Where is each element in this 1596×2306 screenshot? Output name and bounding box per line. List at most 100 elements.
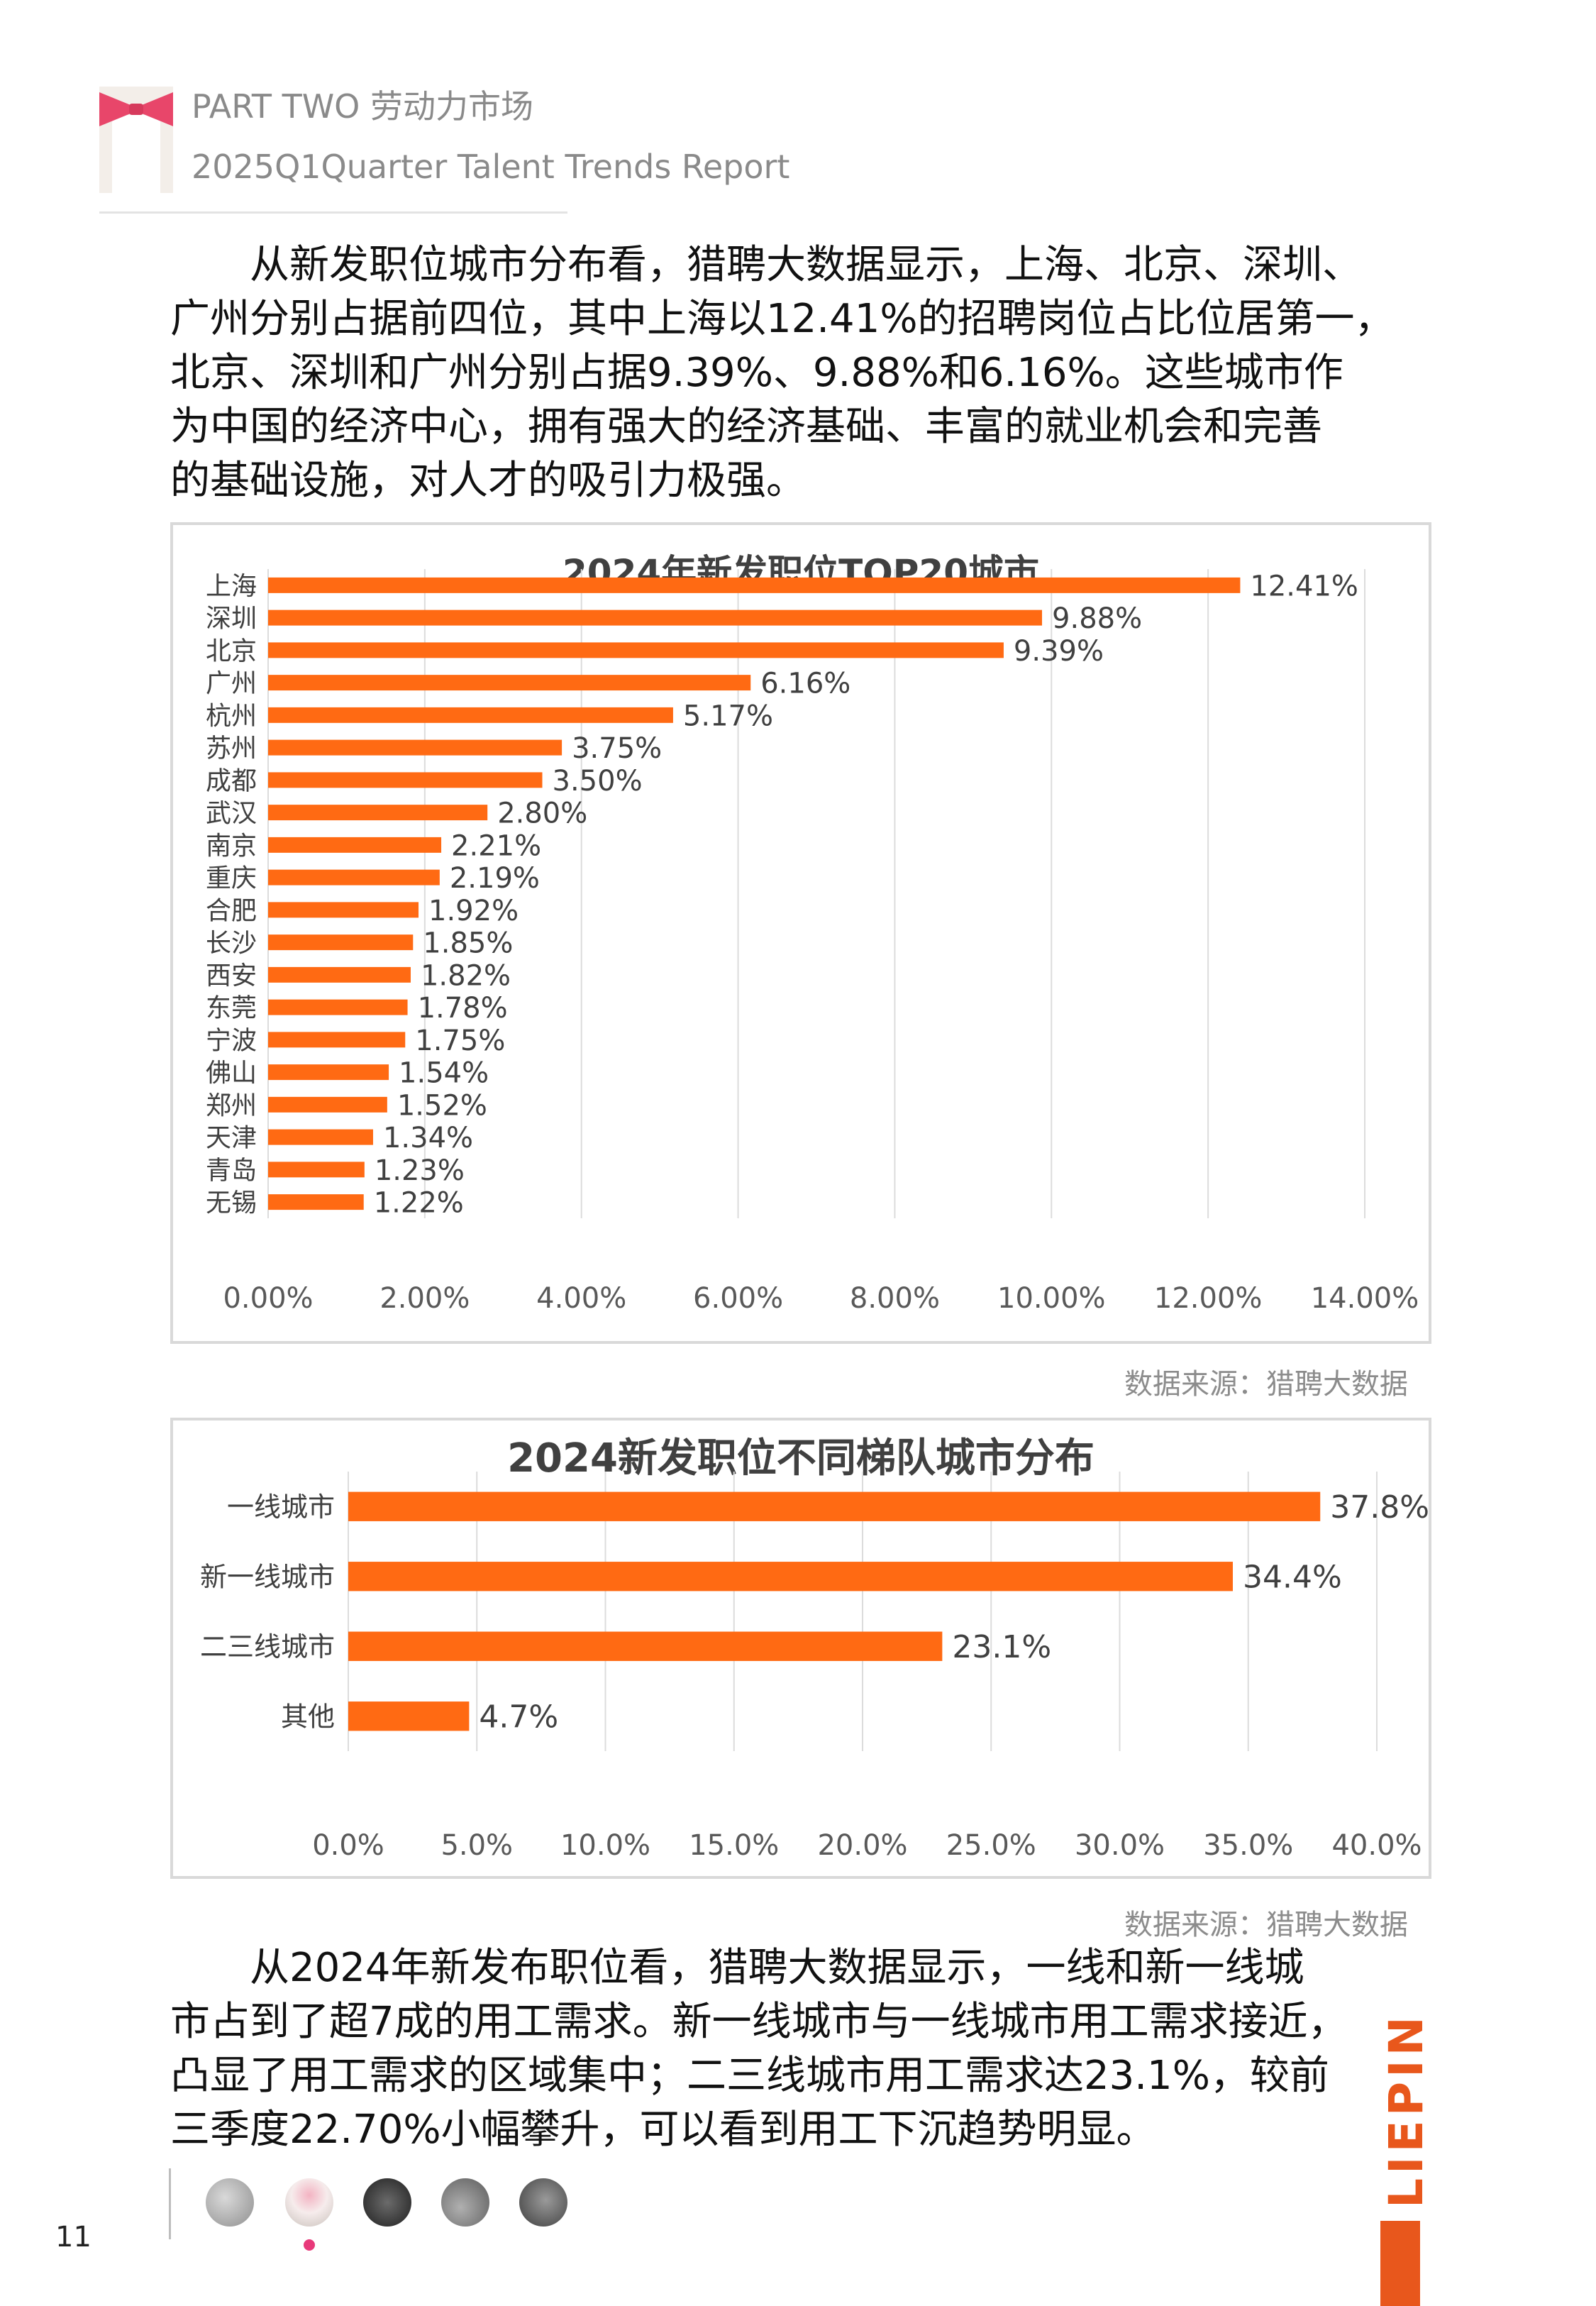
nav-thumb-3-icon[interactable] [363,2178,411,2227]
value-label: 9.39% [1014,635,1104,668]
category-label: 东莞 [206,994,257,1023]
value-label: 12.41% [1250,570,1358,602]
x-tick-label: 40.0% [1331,1829,1422,1862]
value-label: 1.78% [418,992,508,1025]
outro-paragraph: 从2024年新发布职位看，猎聘大数据显示，一线和新一线城 市占到了超7成的用工需… [170,1941,1433,2157]
intro-paragraph: 从新发职位城市分布看，猎聘大数据显示，上海、北京、深圳、 广州分别占据前四位，其… [170,238,1433,508]
bar [348,1562,1233,1591]
category-label: 苏州 [206,734,257,763]
bar [268,675,751,691]
category-label: 青岛 [206,1156,257,1185]
header-divider [99,211,567,214]
nav-thumb-2-icon[interactable] [285,2178,333,2227]
value-label: 4.7% [479,1699,558,1736]
category-label: 无锡 [206,1188,257,1218]
nav-thumb-4-icon[interactable] [441,2178,489,2227]
bar [268,739,563,756]
chart2-source: 数据来源：猎聘大数据 [1124,1909,1408,1941]
value-label: 3.75% [572,732,662,765]
outro-line: 三季度22.70%小幅攀升，可以看到用工下沉趋势明显。 [170,2107,1156,2153]
chart-top20-cities: 2024年新发职位TOP20城市 0.00% 2.00% 4.00% 6.00% 8.00… [170,522,1431,1344]
bar [348,1701,470,1731]
bar [268,999,408,1015]
value-label: 2.80% [497,798,587,830]
outro-line: 从2024年新发布职位看，猎聘大数据显示，一线和新一线城 [250,1945,1304,1991]
x-tick-label: 15.0% [689,1829,779,1862]
nav-thumb-1-icon[interactable] [206,2178,254,2227]
category-label: 天津 [206,1124,257,1153]
x-tick-label: 4.00% [536,1282,626,1315]
nav-active-indicator [304,2239,315,2251]
bar [268,902,419,918]
value-label: 5.17% [683,700,773,732]
intro-line: 从新发职位城市分布看，猎聘大数据显示，上海、北京、深圳、 [250,242,1362,288]
bar [268,1096,387,1113]
brand-bar [1380,2221,1420,2306]
bar [268,869,440,886]
value-label: 9.88% [1052,602,1142,635]
category-label: 其他 [281,1701,335,1732]
x-tick-label: 8.00% [850,1282,940,1315]
bar [268,837,442,853]
intro-line: 北京、深圳和广州分别占据9.39%、9.88%和6.16%。这些城市作 [170,350,1343,396]
value-label: 1.34% [383,1122,473,1154]
bar [348,1631,943,1661]
x-tick-label: 35.0% [1203,1829,1293,1862]
category-label: 深圳 [206,605,257,634]
x-tick-label: 10.00% [997,1282,1106,1315]
bar [268,609,1043,626]
value-label: 1.82% [421,959,511,992]
bar [268,934,414,951]
value-label: 2.19% [450,862,540,895]
bar [348,1491,1321,1521]
chart-city-tier-svg: 2024新发职位不同梯队城市分布 0.0% 5.0% 10.0% 15.0% 20.0% 2… [200,1435,1429,1862]
chart-city-tier: 2024新发职位不同梯队城市分布 0.0% 5.0% 10.0% 15.0% 20.0% 2… [170,1418,1431,1879]
intro-line: 的基础设施，对人才的吸引力极强。 [170,458,806,504]
intro-line: 为中国的经济中心，拥有强大的经济基础、丰富的就业机会和完善 [170,404,1322,450]
value-label: 1.85% [423,927,513,960]
header-thumbnail [99,87,173,193]
x-tick-label: 5.0% [440,1829,513,1862]
bar [268,1032,406,1048]
category-label: 上海 [206,572,257,601]
value-label: 1.23% [375,1154,465,1187]
value-label: 6.16% [760,668,850,700]
category-label: 合肥 [206,896,257,925]
category-label: 广州 [206,669,257,698]
category-label: 一线城市 [227,1491,335,1523]
bar [268,772,543,788]
category-label: 长沙 [206,929,257,958]
value-label: 1.92% [428,895,519,927]
bar [268,577,1241,593]
shirt-illustration [112,115,160,193]
bar [268,642,1004,658]
category-label: 北京 [206,636,257,666]
page-number: 11 [55,2221,92,2253]
category-label: 郑州 [206,1091,257,1120]
category-label: 西安 [206,961,257,991]
category-label: 新一线城市 [200,1561,335,1592]
bar [268,805,488,821]
category-label: 成都 [206,766,257,795]
x-tick-label: 12.00% [1154,1282,1263,1315]
bar [268,1194,364,1210]
category-label: 宁波 [206,1026,257,1055]
value-label: 23.1% [952,1629,1051,1665]
category-label: 二三线城市 [200,1631,335,1662]
footer-divider [169,2168,171,2239]
chart-title: 2024新发职位不同梯队城市分布 [507,1435,1095,1482]
brand-logo: LIEPIN [1379,2012,1434,2208]
bow-tie-icon [99,92,173,126]
category-label: 佛山 [206,1059,257,1088]
x-tick-label: 14.00% [1311,1282,1419,1315]
intro-line: 广州分别占据前四位，其中上海以12.41%的招聘岗位占比位居第一， [170,296,1395,342]
nav-thumb-5-icon[interactable] [519,2178,567,2227]
x-tick-label: 25.0% [946,1829,1036,1862]
bar [268,1064,389,1081]
value-label: 37.8% [1330,1489,1429,1526]
header-section-title: PART TWO 劳动力市场 [192,87,534,126]
category-label: 重庆 [206,864,257,893]
value-label: 1.52% [397,1089,487,1122]
category-label: 南京 [206,832,257,861]
header-report-title: 2025Q1Quarter Talent Trends Report [192,148,790,186]
